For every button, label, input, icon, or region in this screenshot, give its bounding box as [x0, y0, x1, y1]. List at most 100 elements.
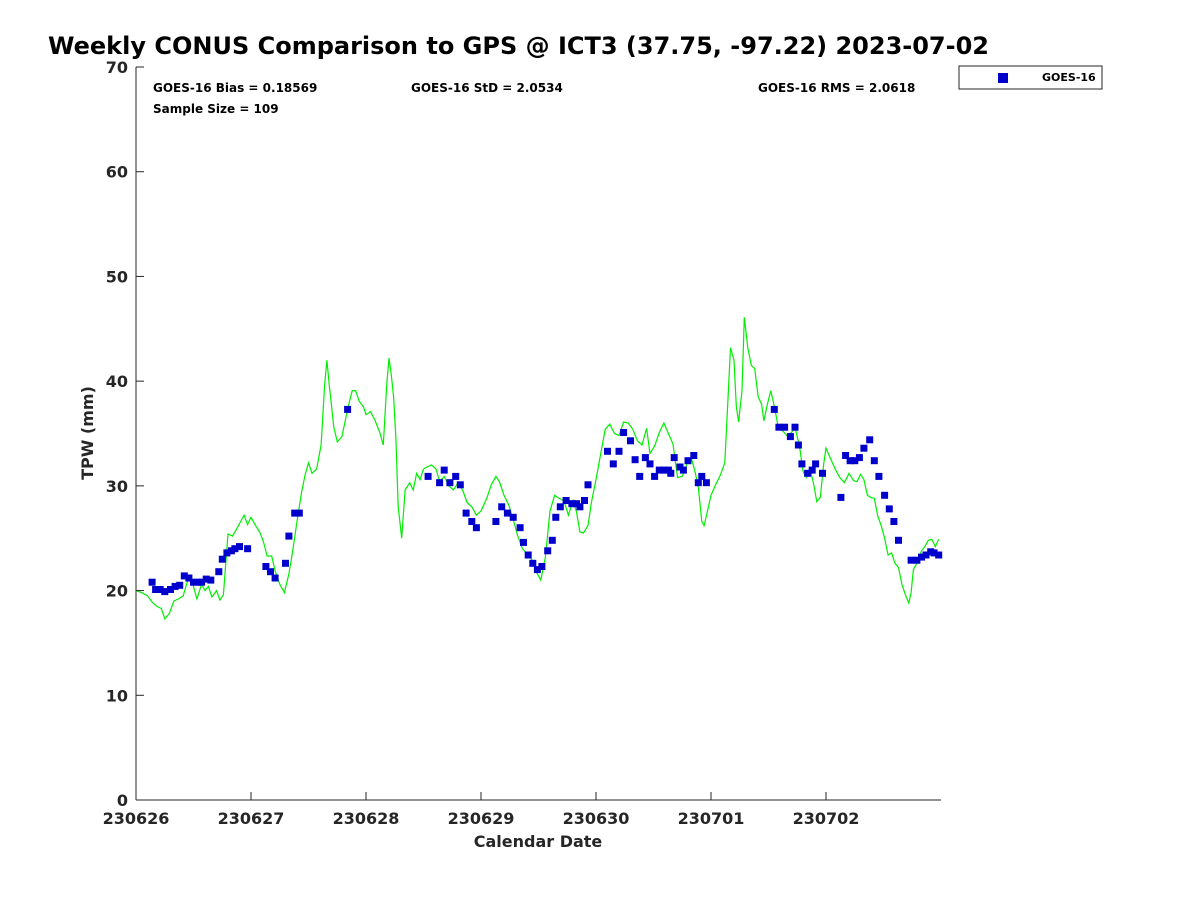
- goes16-point: [819, 469, 826, 477]
- goes16-point: [881, 491, 889, 499]
- y-tick-label: 40: [106, 372, 128, 391]
- goes16-point: [223, 549, 231, 557]
- goes16-point: [918, 553, 925, 561]
- goes16-point: [698, 472, 706, 480]
- x-tick-label: 230627: [218, 809, 285, 828]
- goes16-point: [152, 586, 160, 593]
- legend-goes16-label: GOES-16: [1042, 71, 1096, 84]
- goes16-point: [808, 466, 816, 474]
- goes16-point: [627, 437, 634, 445]
- goes16-point: [202, 575, 210, 583]
- goes16-point: [670, 454, 678, 462]
- goes16-point: [167, 586, 174, 593]
- goes16-point: [842, 452, 850, 459]
- goes16-point: [236, 543, 243, 551]
- std-stat: GOES-16 StD = 2.0534: [411, 81, 563, 95]
- goes16-point: [851, 457, 859, 465]
- goes16-point: [922, 551, 930, 559]
- goes16-point: [679, 466, 687, 474]
- goes16-markers: [148, 405, 943, 596]
- x-tick-label: 230629: [448, 809, 515, 828]
- legend: GOES-16: [958, 65, 1103, 90]
- x-axis-label: Calendar Date: [474, 832, 603, 851]
- goes16-point: [812, 460, 820, 468]
- goes16-point: [344, 405, 352, 413]
- goes16-point: [930, 549, 938, 557]
- goes16-point: [641, 454, 649, 462]
- goes16-point: [791, 423, 799, 431]
- goes16-point: [584, 481, 592, 489]
- goes16-point: [660, 466, 668, 474]
- goes16-point: [285, 532, 293, 540]
- goes16-point: [218, 555, 226, 563]
- y-axis-ticks: 0 10 20 30 40 50 60 70: [106, 58, 144, 810]
- goes16-point: [538, 563, 546, 570]
- y-tick-label: 20: [106, 582, 128, 601]
- goes16-point: [702, 479, 710, 487]
- legend-box: [958, 65, 1103, 90]
- goes16-point: [609, 460, 617, 468]
- goes16-point: [552, 513, 560, 521]
- goes16-point: [295, 509, 303, 517]
- goes16-point: [794, 441, 802, 449]
- x-tick-label: 230626: [103, 809, 170, 828]
- goes16-point: [866, 436, 874, 444]
- goes16-point: [631, 456, 639, 464]
- goes16-point: [935, 551, 943, 559]
- goes16-point: [282, 559, 289, 567]
- goes16-point: [620, 429, 628, 436]
- goes16-point: [890, 518, 898, 525]
- goes16-point: [190, 578, 197, 586]
- goes16-point: [516, 524, 524, 532]
- goes16-point: [667, 469, 675, 477]
- goes16-point: [291, 509, 299, 517]
- goes16-point: [509, 513, 517, 521]
- goes16-point: [215, 568, 223, 576]
- goes16-point: [520, 538, 527, 546]
- goes16-point: [472, 524, 480, 532]
- goes16-point: [548, 536, 556, 544]
- y-tick-label: 30: [106, 477, 128, 496]
- goes16-point: [786, 433, 794, 441]
- goes16-point: [804, 469, 812, 477]
- goes16-point: [636, 472, 644, 480]
- bias-stat: GOES-16 Bias = 0.18569: [153, 81, 317, 95]
- x-tick-label: 230702: [793, 809, 860, 828]
- x-tick-label: 230701: [678, 809, 745, 828]
- goes16-point: [855, 454, 863, 462]
- goes16-point: [885, 505, 893, 513]
- goes16-point: [870, 457, 878, 465]
- goes16-point: [568, 500, 576, 508]
- goes16-point: [556, 503, 564, 511]
- goes16-point: [775, 423, 783, 431]
- goes16-point: [690, 452, 698, 459]
- goes16-point: [185, 574, 193, 582]
- goes16-point: [694, 479, 702, 487]
- goes16-point: [655, 466, 663, 474]
- goes16-point: [875, 472, 883, 480]
- x-tick-label: 230630: [563, 809, 630, 828]
- goes16-point: [156, 586, 164, 593]
- goes16-point: [533, 566, 541, 574]
- y-tick-label: 70: [106, 58, 128, 77]
- goes16-point: [615, 447, 623, 455]
- plot-background: [136, 67, 941, 800]
- goes16-point: [271, 574, 279, 582]
- goes16-point: [440, 466, 448, 474]
- goes16-point: [576, 503, 584, 511]
- goes16-point: [244, 545, 252, 553]
- goes16-point: [907, 556, 915, 564]
- rms-stat: GOES-16 RMS = 2.0618: [758, 81, 915, 95]
- gps-line-layer: [135, 317, 940, 620]
- goes16-point: [781, 423, 789, 431]
- y-tick-label: 60: [106, 163, 128, 182]
- goes16-point: [846, 457, 854, 465]
- goes16-point: [452, 472, 460, 480]
- goes16-point: [171, 582, 179, 590]
- goes16-point: [581, 497, 588, 504]
- goes16-point: [231, 545, 239, 553]
- goes16-point: [646, 460, 654, 468]
- chart-title: Weekly CONUS Comparison to GPS @ ICT3 (3…: [48, 32, 989, 60]
- goes16-point: [446, 479, 454, 487]
